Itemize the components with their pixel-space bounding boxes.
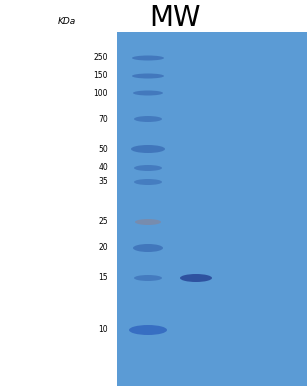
Text: MW: MW bbox=[149, 4, 201, 32]
Ellipse shape bbox=[134, 179, 162, 185]
Text: 150: 150 bbox=[94, 71, 108, 81]
Text: 35: 35 bbox=[98, 178, 108, 186]
Text: 100: 100 bbox=[94, 88, 108, 98]
Ellipse shape bbox=[133, 90, 163, 95]
Text: 40: 40 bbox=[98, 164, 108, 173]
Text: 15: 15 bbox=[98, 274, 108, 283]
Text: 25: 25 bbox=[98, 217, 108, 227]
Ellipse shape bbox=[134, 116, 162, 122]
Ellipse shape bbox=[129, 325, 167, 335]
FancyBboxPatch shape bbox=[117, 32, 307, 386]
Ellipse shape bbox=[134, 165, 162, 171]
Text: 10: 10 bbox=[98, 325, 108, 335]
Ellipse shape bbox=[131, 145, 165, 153]
Text: 50: 50 bbox=[98, 144, 108, 154]
Ellipse shape bbox=[134, 275, 162, 281]
Text: KDa: KDa bbox=[58, 17, 76, 27]
Ellipse shape bbox=[132, 73, 164, 78]
Text: 20: 20 bbox=[98, 244, 108, 252]
Ellipse shape bbox=[132, 56, 164, 61]
Ellipse shape bbox=[135, 219, 161, 225]
Text: 250: 250 bbox=[94, 54, 108, 63]
Text: 70: 70 bbox=[98, 115, 108, 124]
Ellipse shape bbox=[133, 244, 163, 252]
Ellipse shape bbox=[180, 274, 212, 282]
